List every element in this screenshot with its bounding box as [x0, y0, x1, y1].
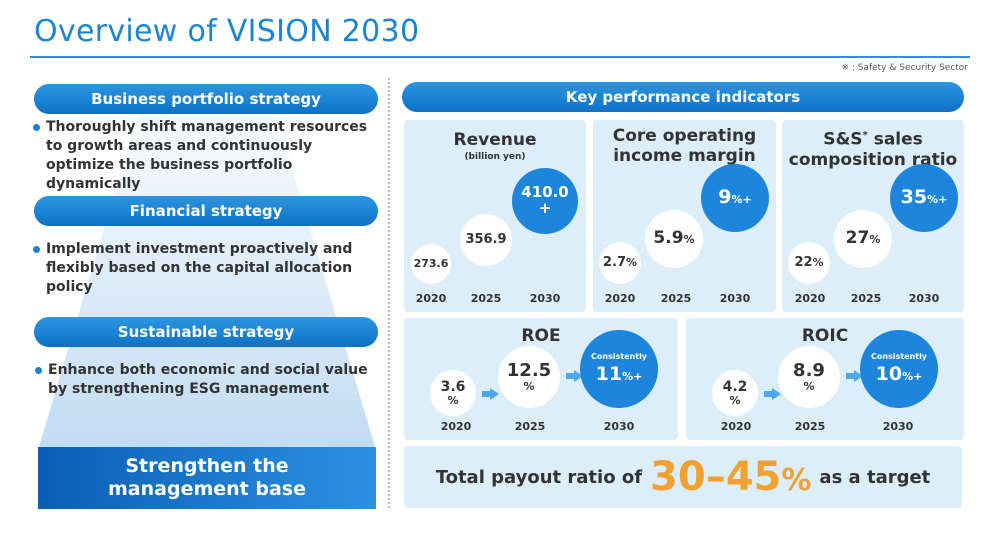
payout-banner: Total payout ratio of 30–45% as a target — [404, 446, 962, 508]
sustainable-bullet-text: Enhance both economic and social value b… — [48, 362, 368, 397]
roe-2030-value: 11%+ — [595, 362, 643, 385]
revenue-2025-value: 356.9 — [465, 232, 507, 248]
business-bullet-text: Thoroughly shift management resources to… — [46, 119, 368, 192]
margin-title-line2: income margin — [613, 146, 756, 166]
margin-2020-circle: 2.7% — [599, 242, 641, 284]
payout-value: 30–45% — [650, 454, 812, 500]
ss-title-line1: S&S* sales — [823, 129, 923, 150]
roic-year-2020: 2020 — [720, 420, 752, 433]
ss-year-2030: 2030 — [908, 292, 940, 305]
roe-year-2030: 2030 — [603, 420, 635, 433]
bullet-dot-icon — [33, 246, 40, 253]
arrow-right-icon — [566, 370, 583, 382]
ss-year-2025: 2025 — [850, 292, 882, 305]
business-bullet: Thoroughly shift management resources to… — [33, 118, 382, 194]
business-portfolio-strategy-header: Business portfolio strategy — [34, 84, 378, 114]
roic-2030-circle: Consistently 10%+ — [860, 330, 938, 408]
financial-bullet: Implement investment proactively and fle… — [33, 240, 382, 297]
revenue-2020-value: 273.6 — [413, 257, 449, 271]
roic-panel: ROIC 4.2 % 8.9 % Consistently 10%+ 2020 … — [686, 318, 964, 440]
bullet-dot-icon — [33, 124, 40, 131]
strengthen-management-base: Strengthen the management base — [38, 447, 376, 509]
roic-title: ROIC — [801, 326, 849, 346]
roe-2025-circle: 12.5 % — [498, 346, 560, 408]
sustainable-bullet: Enhance both economic and social value b… — [35, 361, 382, 399]
roe-2020-value: 3.6 — [440, 378, 466, 395]
margin-panel: Core operating income margin 2.7% 5.9% 9… — [593, 120, 776, 312]
margin-title: Core operating income margin — [593, 126, 776, 166]
column-divider — [388, 78, 390, 508]
roic-2020-circle: 4.2 % — [712, 370, 758, 416]
footnote: ※ : Safety & Security Sector — [841, 63, 968, 73]
roe-consistently: Consistently — [590, 352, 648, 362]
roic-2025-circle: 8.9 % — [778, 346, 840, 408]
arrow-right-icon — [482, 388, 499, 400]
roic-2030-value: 10%+ — [875, 362, 923, 385]
margin-2030-value: 9%+ — [718, 186, 752, 209]
roic-year-2025: 2025 — [794, 420, 826, 433]
arrow-right-icon — [764, 388, 781, 400]
payout-prefix: Total payout ratio of — [435, 466, 643, 488]
ss-2030-value: 35%+ — [900, 186, 948, 209]
bullet-dot-icon — [35, 367, 42, 374]
arrow-right-icon — [846, 370, 863, 382]
ss-2020-circle: 22% — [788, 242, 830, 284]
revenue-panel: Revenue (billion yen) 273.6 356.9 410.0 … — [404, 120, 586, 312]
revenue-year-2020: 2020 — [415, 292, 447, 305]
financial-strategy-header: Financial strategy — [34, 196, 378, 226]
margin-2025-value: 5.9% — [653, 228, 695, 249]
margin-year-2025: 2025 — [660, 292, 692, 305]
revenue-title: Revenue — [453, 130, 537, 150]
roic-2025-unit: % — [803, 379, 815, 393]
roic-2025-value: 8.9 — [793, 359, 825, 381]
revenue-year-2030: 2030 — [529, 292, 561, 305]
revenue-2030-value: 410.0 — [521, 183, 569, 202]
margin-year-2020: 2020 — [604, 292, 636, 305]
roic-consistently: Consistently — [870, 352, 928, 362]
revenue-unit: (billion yen) — [464, 152, 526, 162]
roe-year-2025: 2025 — [514, 420, 546, 433]
roe-2025-unit: % — [523, 379, 535, 393]
margin-2025-circle: 5.9% — [645, 210, 703, 268]
revenue-2025-circle: 356.9 — [460, 214, 512, 266]
ss-2020-value: 22% — [794, 255, 824, 271]
revenue-2030-suffix: + — [538, 199, 552, 217]
ss-2025-circle: 27% — [834, 210, 892, 268]
kpi-header: Key performance indicators — [402, 82, 964, 112]
revenue-2020-circle: 273.6 — [411, 244, 451, 284]
ss-year-2020: 2020 — [794, 292, 826, 305]
base-line-1: Strengthen the — [125, 455, 289, 477]
sustainable-strategy-header: Sustainable strategy — [34, 317, 378, 347]
roe-2020-circle: 3.6 % — [430, 370, 476, 416]
roic-year-2030: 2030 — [882, 420, 914, 433]
roe-2025-value: 12.5 — [506, 359, 552, 381]
margin-2020-value: 2.7% — [602, 255, 638, 271]
roe-title: ROE — [521, 326, 561, 346]
roic-2020-unit: % — [729, 393, 741, 407]
roe-panel: ROE 3.6 % 12.5 % Consistently 11%+ 2020 … — [404, 318, 678, 440]
roe-2020-unit: % — [447, 393, 459, 407]
financial-bullet-text: Implement investment proactively and fle… — [46, 241, 353, 295]
ss-panel: S&S* sales composition ratio 22% 27% 35%… — [782, 120, 964, 312]
roe-year-2020: 2020 — [440, 420, 472, 433]
roe-2030-circle: Consistently 11%+ — [580, 330, 658, 408]
ss-2030-circle: 35%+ — [890, 164, 958, 232]
page-title: Overview of VISION 2030 — [34, 14, 420, 49]
margin-title-line1: Core operating — [612, 126, 757, 146]
margin-2030-circle: 9%+ — [701, 164, 769, 232]
revenue-2030-circle: 410.0 + — [512, 168, 578, 234]
title-rule — [30, 56, 970, 58]
revenue-year-2025: 2025 — [470, 292, 502, 305]
ss-title: S&S* sales composition ratio — [782, 126, 964, 170]
margin-year-2030: 2030 — [719, 292, 751, 305]
ss-2025-value: 27% — [845, 228, 881, 249]
roic-2020-value: 4.2 — [722, 378, 748, 395]
payout-suffix: as a target — [819, 466, 931, 488]
base-line-2: management base — [108, 478, 306, 500]
